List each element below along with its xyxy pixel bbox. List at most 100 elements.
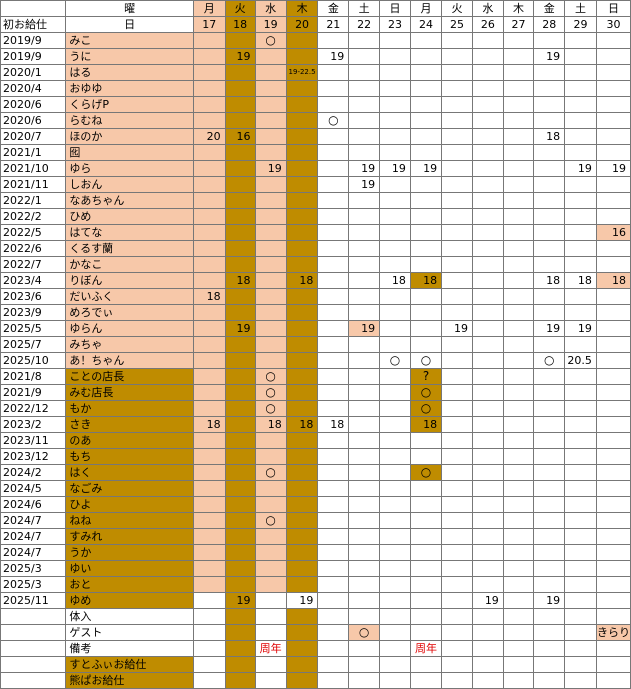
- first-serve-date[interactable]: 2021/11: [0, 176, 67, 193]
- shift-cell-18[interactable]: [224, 480, 256, 497]
- shift-cell-22[interactable]: [348, 96, 381, 113]
- shift-cell-24[interactable]: [409, 608, 443, 625]
- shift-cell-17[interactable]: [192, 672, 226, 689]
- first-serve-date[interactable]: 2020/6: [0, 96, 67, 113]
- shift-cell-28[interactable]: [533, 96, 566, 113]
- shift-cell-25[interactable]: [441, 640, 473, 657]
- shift-cell-18[interactable]: [224, 400, 256, 417]
- shift-cell-19[interactable]: [254, 256, 287, 273]
- member-name[interactable]: かなこ: [65, 256, 194, 273]
- shift-cell-20[interactable]: [285, 80, 319, 97]
- shift-cell-27[interactable]: [502, 272, 535, 289]
- shift-cell-19[interactable]: [254, 560, 287, 577]
- shift-cell-27[interactable]: [502, 64, 535, 81]
- first-serve-date[interactable]: 2024/7: [0, 512, 67, 529]
- member-name[interactable]: はてな: [65, 224, 194, 241]
- shift-cell-19[interactable]: [254, 672, 287, 689]
- shift-cell-29[interactable]: [564, 432, 597, 449]
- shift-cell-23[interactable]: [379, 48, 411, 65]
- shift-cell-19[interactable]: [254, 64, 287, 81]
- shift-cell-20[interactable]: [285, 656, 319, 673]
- shift-cell-22[interactable]: [348, 224, 381, 241]
- shift-cell-29[interactable]: [564, 192, 597, 209]
- shift-cell-19[interactable]: [254, 144, 287, 161]
- shift-cell-20[interactable]: [285, 544, 319, 561]
- shift-cell-29[interactable]: [564, 144, 597, 161]
- shift-cell-25[interactable]: [441, 560, 473, 577]
- shift-cell-26[interactable]: [471, 224, 504, 241]
- shift-cell-21[interactable]: [317, 656, 350, 673]
- shift-cell-18[interactable]: [224, 64, 256, 81]
- shift-cell-27[interactable]: [502, 432, 535, 449]
- member-name[interactable]: すとふぃお給仕: [65, 656, 194, 673]
- shift-cell-25[interactable]: [441, 432, 473, 449]
- shift-cell-28[interactable]: [533, 32, 566, 49]
- shift-cell-25[interactable]: [441, 352, 473, 369]
- shift-cell-29[interactable]: [564, 336, 597, 353]
- shift-cell-23[interactable]: [379, 608, 411, 625]
- shift-cell-26[interactable]: [471, 544, 504, 561]
- member-name[interactable]: なあちゃん: [65, 192, 194, 209]
- shift-cell-24[interactable]: [409, 224, 443, 241]
- shift-cell-24[interactable]: 19: [409, 160, 443, 177]
- shift-cell-19[interactable]: [254, 656, 287, 673]
- shift-cell-19[interactable]: [254, 304, 287, 321]
- first-serve-date[interactable]: 2022/6: [0, 240, 67, 257]
- shift-cell-22[interactable]: [348, 656, 381, 673]
- shift-cell-20[interactable]: [285, 144, 319, 161]
- shift-cell-19[interactable]: [254, 48, 287, 65]
- shift-cell-27[interactable]: [502, 112, 535, 129]
- shift-cell-17[interactable]: [192, 608, 226, 625]
- shift-cell-27[interactable]: [502, 544, 535, 561]
- member-name[interactable]: ねね: [65, 512, 194, 529]
- shift-cell-21[interactable]: [317, 480, 350, 497]
- shift-cell-25[interactable]: [441, 624, 473, 641]
- shift-cell-26[interactable]: [471, 352, 504, 369]
- shift-cell-27[interactable]: [502, 128, 535, 145]
- shift-cell-24[interactable]: [409, 512, 443, 529]
- shift-cell-27[interactable]: [502, 480, 535, 497]
- shift-cell-22[interactable]: [348, 304, 381, 321]
- shift-cell-30[interactable]: [595, 640, 631, 657]
- shift-cell-24[interactable]: [409, 336, 443, 353]
- shift-cell-22[interactable]: [348, 528, 381, 545]
- shift-cell-26[interactable]: [471, 48, 504, 65]
- shift-cell-20[interactable]: [285, 672, 319, 689]
- shift-cell-21[interactable]: [317, 496, 350, 513]
- member-name[interactable]: はる: [65, 64, 194, 81]
- shift-cell-20[interactable]: [285, 480, 319, 497]
- shift-cell-23[interactable]: [379, 304, 411, 321]
- shift-cell-23[interactable]: [379, 96, 411, 113]
- shift-cell-19[interactable]: [254, 448, 287, 465]
- shift-cell-20[interactable]: [285, 640, 319, 657]
- shift-cell-20[interactable]: [285, 304, 319, 321]
- shift-cell-19[interactable]: [254, 176, 287, 193]
- first-serve-date[interactable]: 2023/9: [0, 304, 67, 321]
- shift-cell-21[interactable]: [317, 576, 350, 593]
- shift-cell-29[interactable]: [564, 368, 597, 385]
- shift-cell-28[interactable]: 19: [533, 48, 566, 65]
- shift-cell-20[interactable]: [285, 32, 319, 49]
- shift-cell-22[interactable]: [348, 512, 381, 529]
- shift-cell-29[interactable]: 19: [564, 320, 597, 337]
- shift-cell-18[interactable]: [224, 512, 256, 529]
- first-serve-date[interactable]: 2025/5: [0, 320, 67, 337]
- shift-cell-26[interactable]: [471, 32, 504, 49]
- shift-cell-29[interactable]: [564, 304, 597, 321]
- shift-cell-23[interactable]: [379, 368, 411, 385]
- shift-cell-27[interactable]: [502, 192, 535, 209]
- shift-cell-28[interactable]: [533, 112, 566, 129]
- shift-cell-24[interactable]: 周年: [409, 640, 443, 657]
- shift-cell-27[interactable]: [502, 176, 535, 193]
- shift-cell-22[interactable]: [348, 352, 381, 369]
- shift-cell-20[interactable]: [285, 96, 319, 113]
- shift-cell-25[interactable]: [441, 608, 473, 625]
- first-serve-date[interactable]: 2024/2: [0, 464, 67, 481]
- shift-cell-22[interactable]: 19: [348, 176, 381, 193]
- member-name[interactable]: すみれ: [65, 528, 194, 545]
- first-serve-date[interactable]: 2024/7: [0, 528, 67, 545]
- shift-cell-30[interactable]: [595, 256, 631, 273]
- shift-cell-25[interactable]: [441, 544, 473, 561]
- shift-cell-29[interactable]: [564, 640, 597, 657]
- shift-cell-19[interactable]: [254, 192, 287, 209]
